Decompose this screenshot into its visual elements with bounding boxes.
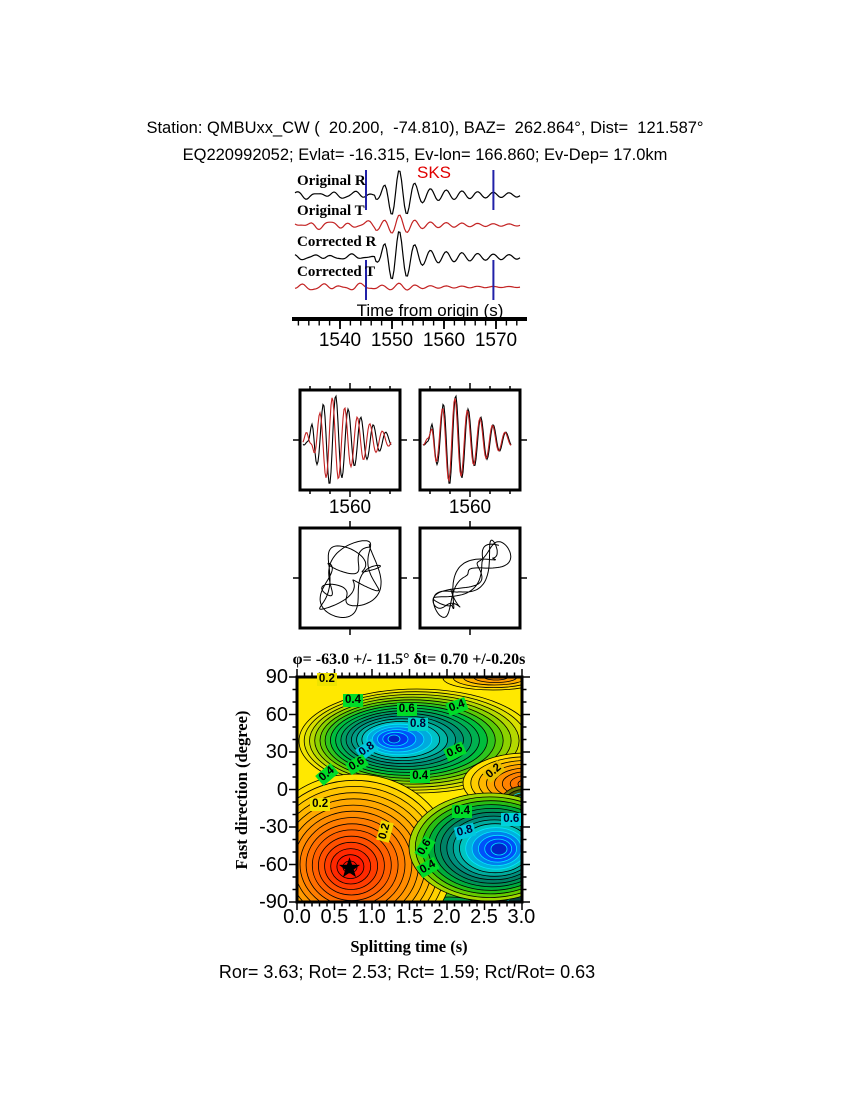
result-summary: Ror= 3.63; Rot= 2.53; Rct= 1.59; Rct/Rot…: [218, 962, 596, 982]
seismic-trace-2: [294, 231, 521, 280]
contour-xtick-label: 3.0: [507, 906, 536, 928]
contour-xtick-label: 2.5: [470, 906, 498, 928]
best-fit-star: [339, 857, 360, 878]
component-box-left-tick-label: 1560: [328, 497, 372, 518]
seismic-trace-1: [294, 214, 521, 234]
slow-component-trace: [302, 397, 392, 480]
time-tick-label: 1540: [318, 330, 362, 351]
contour-ytick-label: -90: [259, 891, 288, 913]
time-axis: [292, 317, 527, 329]
contour-level-label: 0.2: [310, 797, 331, 811]
waveform-panel: [294, 170, 521, 300]
slow-component-trace: [422, 398, 512, 483]
header-event-line: EQ220992052; Evlat= -16.315, Ev-lon= 166…: [182, 146, 668, 164]
fast-component-trace: [302, 394, 392, 484]
contour-frame: [295, 675, 524, 904]
contour-title: φ= -63.0 +/- 11.5° δt= 0.70 +/-0.20s: [292, 651, 526, 668]
component-box-original: [293, 383, 407, 497]
contour-xlabel: Splitting time (s): [350, 937, 468, 956]
box-frame: [298, 526, 402, 630]
header-station-line: Station: QMBUxx_CW ( 20.200, -74.810), B…: [146, 119, 704, 137]
box-frame: [418, 388, 522, 492]
contour-xtick-label: 1.5: [395, 906, 424, 928]
box-frame: [298, 388, 402, 492]
contour-ytick-label: -60: [259, 853, 288, 876]
time-tick-label: 1550: [370, 330, 414, 351]
component-box-corrected: [413, 383, 527, 497]
particle-motion-original: [293, 521, 407, 635]
component-box-right-tick-label: 1560: [448, 497, 492, 518]
particle-motion-curve-original: [319, 540, 382, 618]
contour-ytick-label: -30: [259, 816, 288, 838]
particle-motion-corrected: [413, 521, 527, 635]
contour-xtick-label: 0.5: [320, 906, 349, 928]
time-axis-label: Time from origin (s): [356, 301, 504, 320]
contour-level-label: 0.4: [452, 805, 473, 818]
time-tick-label: 1560: [422, 330, 466, 351]
box-frame: [418, 526, 522, 630]
trace-label-corrected-r: Corrected R: [297, 234, 377, 250]
contour-level-label: 0.6: [396, 702, 417, 716]
contour-ytick-label: 30: [265, 741, 288, 763]
trace-label-original-t: Original T: [297, 203, 365, 219]
phase-label-sks: SKS: [417, 163, 452, 182]
seismic-trace-3: [294, 282, 521, 291]
particle-motion-curve-corrected: [432, 539, 512, 618]
contour-level-label: 0.2: [316, 672, 337, 686]
contour-xtick-label: 0.0: [283, 906, 311, 928]
contour-level-label: 0.8: [407, 717, 428, 731]
trace-label-original-r: Original R: [297, 173, 366, 189]
contour-xtick-label: 1.0: [357, 906, 386, 928]
seismic-trace-0: [294, 170, 521, 215]
contour-level-label: 0.4: [410, 770, 431, 783]
contour-ytick-label: 0: [276, 778, 288, 801]
contour-level-label: 0.4: [343, 693, 363, 707]
fast-component-trace: [422, 394, 512, 484]
contour-ytick-label: 60: [265, 703, 288, 726]
contour-level-label: 0.6: [501, 812, 522, 826]
contour-ytick-label: 90: [265, 666, 288, 688]
trace-label-corrected-t: Corrected T: [297, 264, 376, 280]
time-tick-label: 1570: [474, 330, 518, 351]
contour-xtick-label: 2.0: [432, 906, 461, 928]
